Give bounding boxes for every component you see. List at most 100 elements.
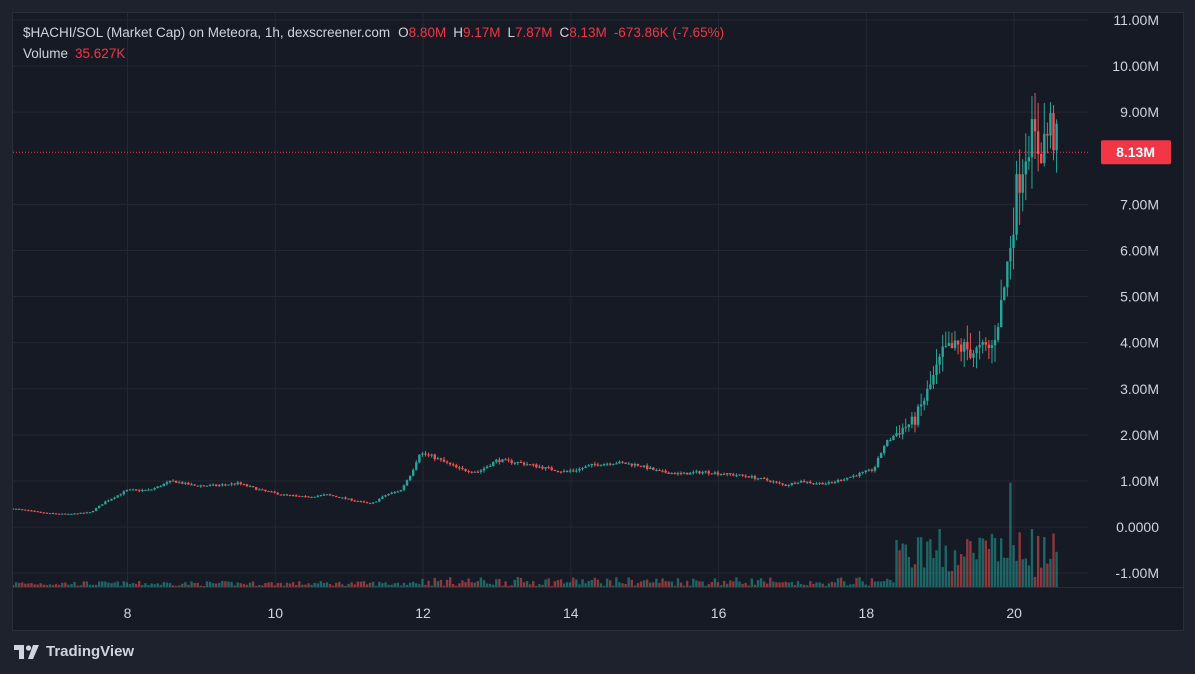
volume-bar: [759, 578, 763, 587]
chart-panel[interactable]: 11.00M 10.00M 9.00M 7.00M 6.00M 5.00M 4.00M 3.0…: [12, 12, 1184, 631]
volume-bar: [941, 566, 944, 587]
candle-body: [498, 459, 501, 463]
volume-bar: [575, 579, 578, 587]
candle-body: [938, 356, 941, 365]
volume-bar: [1027, 565, 1031, 587]
candlestick-chart[interactable]: 11.00M 10.00M 9.00M 7.00M 6.00M 5.00M 4.00M 3.0…: [13, 13, 1183, 630]
volume-bar: [138, 581, 141, 587]
volume-bar: [919, 537, 923, 587]
candle-body: [519, 461, 523, 463]
candle-body: [541, 466, 544, 469]
volume-bar: [319, 581, 323, 587]
volume-bar: [858, 577, 861, 587]
volume-bar: [402, 582, 406, 587]
candle-body: [119, 494, 122, 496]
volume-bar: [193, 582, 196, 587]
volume-bar: [959, 554, 963, 587]
volume-bar: [516, 577, 520, 587]
volume-bar: [1033, 576, 1037, 587]
volume-bar: [1055, 551, 1058, 587]
volume-bar: [633, 585, 637, 587]
candle-body: [605, 463, 609, 465]
volume-bar: [445, 579, 449, 587]
candle-body: [245, 484, 249, 487]
volume-bar: [331, 585, 335, 587]
volume-bar: [190, 581, 193, 587]
candle-body: [667, 472, 670, 475]
volume-bar: [14, 582, 18, 587]
volume-bar: [325, 582, 329, 587]
candle-body: [316, 495, 319, 497]
candle-body: [338, 496, 341, 498]
volume-bar: [886, 578, 889, 587]
candle-body: [1012, 234, 1015, 248]
volume-bar: [42, 584, 45, 587]
candle-body: [676, 472, 680, 475]
volume-bar: [442, 585, 446, 587]
volume-bar: [101, 581, 104, 587]
volume-bar: [378, 581, 381, 587]
candle-body: [670, 473, 673, 475]
candle-body: [61, 513, 64, 515]
volume-bar: [36, 584, 39, 587]
tradingview-brand[interactable]: TradingView: [14, 643, 134, 660]
candle-body: [291, 495, 295, 497]
candle-body: [809, 481, 812, 484]
candle-body: [584, 466, 587, 469]
candle-body: [612, 463, 615, 465]
volume-bar: [544, 579, 547, 587]
candle-body: [45, 512, 49, 514]
candle-body: [876, 457, 880, 467]
volume-bar: [821, 583, 824, 587]
candle-body: [655, 469, 658, 471]
candle-body: [984, 342, 987, 345]
volume-bar: [935, 550, 938, 587]
candle-body: [713, 472, 717, 474]
candle-body: [131, 489, 135, 491]
volume-bar: [430, 585, 433, 587]
candle-body: [652, 467, 655, 470]
volume-bar: [224, 581, 227, 587]
volume-bar: [701, 581, 704, 587]
volume-bar: [846, 585, 849, 587]
volume-bar: [341, 584, 344, 587]
volume-bar: [812, 583, 815, 587]
y-tick-label: 7.00M: [1120, 196, 1159, 212]
volume-bar: [972, 552, 975, 587]
volume-bar: [396, 582, 400, 587]
candle-body: [861, 471, 864, 473]
candle-body: [778, 482, 781, 484]
candle-body: [726, 473, 729, 475]
close-value: 8.13M: [569, 25, 607, 40]
candle-body: [341, 497, 344, 499]
volume-bar: [168, 582, 172, 587]
candle-body: [455, 465, 458, 468]
candle-body: [485, 466, 489, 469]
candle-body: [849, 476, 852, 478]
candle-body: [307, 496, 310, 498]
volume-bar: [947, 571, 951, 587]
volume-bar: [498, 579, 501, 587]
volume-bar: [799, 583, 803, 587]
candle-body: [916, 406, 920, 425]
volume-bar: [13, 584, 15, 587]
x-tick-label: 20: [1006, 605, 1022, 621]
volume-bar: [350, 582, 353, 587]
volume-bar: [987, 548, 991, 587]
candle-body: [953, 340, 957, 349]
candle-body: [673, 473, 677, 475]
candle-body: [242, 483, 246, 485]
volume-bar: [88, 584, 92, 587]
candle-body: [867, 469, 871, 471]
candle-body: [196, 485, 199, 487]
candle-body: [368, 502, 372, 504]
candle-body: [1043, 133, 1046, 164]
candle-body: [753, 476, 757, 479]
candle-body: [1024, 161, 1028, 175]
candle-body: [276, 492, 279, 495]
volume-bar: [873, 581, 877, 587]
candle-body: [202, 485, 206, 487]
candle-body: [839, 480, 843, 482]
volume-value: 35.627K: [75, 46, 126, 61]
volume-bar: [581, 579, 584, 587]
